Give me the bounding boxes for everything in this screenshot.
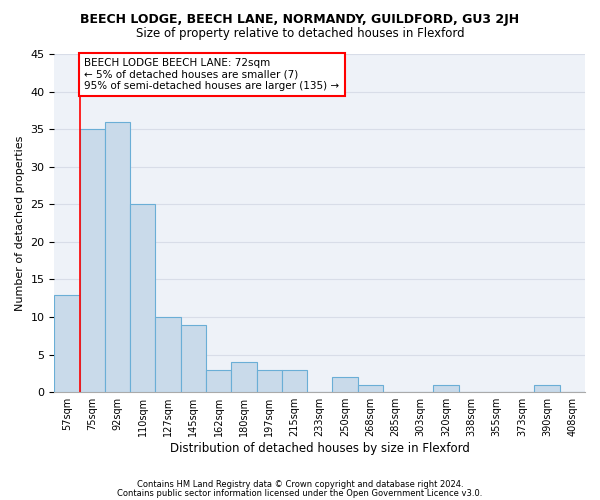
Bar: [181, 324, 206, 392]
Y-axis label: Number of detached properties: Number of detached properties: [15, 136, 25, 311]
Bar: [130, 204, 155, 392]
Text: Contains public sector information licensed under the Open Government Licence v3: Contains public sector information licen…: [118, 488, 482, 498]
X-axis label: Distribution of detached houses by size in Flexford: Distribution of detached houses by size …: [170, 442, 470, 455]
Bar: [332, 377, 358, 392]
Text: BEECH LODGE, BEECH LANE, NORMANDY, GUILDFORD, GU3 2JH: BEECH LODGE, BEECH LANE, NORMANDY, GUILD…: [80, 12, 520, 26]
Text: Size of property relative to detached houses in Flexford: Size of property relative to detached ho…: [136, 28, 464, 40]
Bar: [257, 370, 282, 392]
Bar: [155, 317, 181, 392]
Bar: [55, 294, 80, 392]
Bar: [231, 362, 257, 392]
Text: Contains HM Land Registry data © Crown copyright and database right 2024.: Contains HM Land Registry data © Crown c…: [137, 480, 463, 489]
Text: BEECH LODGE BEECH LANE: 72sqm
← 5% of detached houses are smaller (7)
95% of sem: BEECH LODGE BEECH LANE: 72sqm ← 5% of de…: [84, 58, 340, 91]
Bar: [358, 384, 383, 392]
Bar: [433, 384, 458, 392]
Bar: [80, 129, 105, 392]
Bar: [206, 370, 231, 392]
Bar: [535, 384, 560, 392]
Bar: [105, 122, 130, 392]
Bar: [282, 370, 307, 392]
